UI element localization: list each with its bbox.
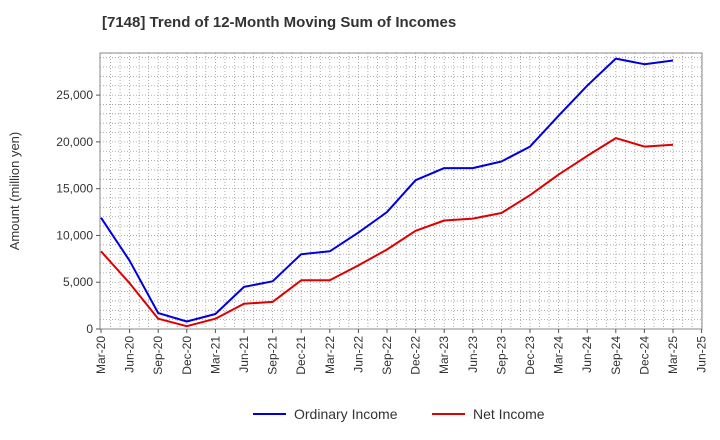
x-tick-label: Dec-21 xyxy=(294,336,308,375)
chart-title: [7148] Trend of 12-Month Moving Sum of I… xyxy=(102,14,457,31)
legend: Ordinary Income Net Income xyxy=(253,406,545,422)
x-tick-label: Sep-20 xyxy=(151,336,165,375)
y-tick-label: 0 xyxy=(86,322,93,336)
x-tick-label: Dec-22 xyxy=(409,336,423,375)
x-tick-label: Jun-25 xyxy=(695,336,709,373)
grid-layer xyxy=(100,53,702,329)
x-tick-label: Mar-22 xyxy=(323,336,337,374)
legend-label: Ordinary Income xyxy=(294,406,398,422)
series-layer xyxy=(100,57,674,328)
y-tick-label: 20,000 xyxy=(56,135,93,149)
series-line-net-income xyxy=(100,137,674,328)
y-axis-ticks: 0 5,000 10,000 15,000 20,000 25,000 xyxy=(56,88,100,336)
series-line-ordinary-income xyxy=(100,57,674,323)
x-tick-label: Sep-21 xyxy=(266,336,280,375)
x-tick-label: Jun-21 xyxy=(237,336,251,373)
x-tick-label: Dec-24 xyxy=(637,336,651,375)
x-axis-ticks: Mar-20 Jun-20 Sep-20 Dec-20 Mar-21 Jun-21 Sep-… xyxy=(94,329,709,375)
x-tick-label: Mar-25 xyxy=(666,336,680,374)
x-tick-label: Jun-22 xyxy=(351,336,365,373)
x-tick-label: Dec-23 xyxy=(523,336,537,375)
x-tick-label: Sep-24 xyxy=(609,336,623,375)
y-tick-label: 15,000 xyxy=(56,182,93,196)
y-axis-label: Amount (million yen) xyxy=(7,132,22,251)
x-tick-label: Mar-20 xyxy=(94,336,108,374)
x-tick-label: Jun-20 xyxy=(123,336,137,373)
x-tick-label: Mar-21 xyxy=(208,336,222,374)
legend-label: Net Income xyxy=(473,406,545,422)
y-tick-label: 10,000 xyxy=(56,228,93,242)
y-tick-label: 25,000 xyxy=(56,88,93,102)
x-tick-label: Mar-24 xyxy=(552,336,566,374)
x-tick-label: Sep-23 xyxy=(494,336,508,375)
x-tick-label: Jun-23 xyxy=(466,336,480,373)
x-tick-label: Dec-20 xyxy=(180,336,194,375)
y-tick-label: 5,000 xyxy=(63,275,93,289)
x-tick-label: Sep-22 xyxy=(380,336,394,375)
plot-frame xyxy=(99,52,703,330)
x-tick-label: Jun-24 xyxy=(580,336,594,373)
x-tick-label: Mar-23 xyxy=(437,336,451,374)
